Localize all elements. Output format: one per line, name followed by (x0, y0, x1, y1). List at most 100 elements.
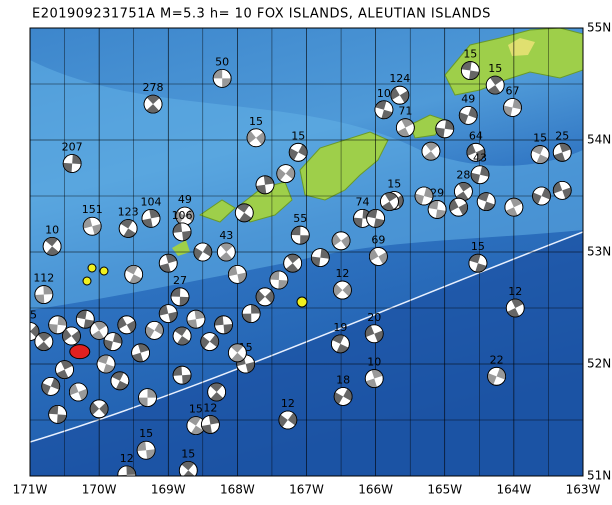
trench-line (30, 231, 583, 443)
lat-tick-label: 54N (587, 133, 611, 147)
ball-quadrant (83, 217, 102, 235)
focal-mechanism (117, 315, 137, 335)
focal-mechanism (466, 142, 486, 162)
focal-mechanism (117, 465, 137, 476)
depth-label: 15 (471, 240, 485, 253)
lon-tick-label: 171W (13, 483, 48, 497)
ball-rim (241, 304, 261, 324)
depth-label: 49 (461, 92, 475, 105)
depth-label: 15 (387, 177, 401, 190)
ball-rim (390, 85, 410, 105)
focal-mechanism (330, 334, 350, 354)
focal-mechanism (82, 216, 102, 236)
ball-rim (333, 387, 353, 406)
ball-quadrant (45, 237, 60, 256)
depth-label: 64 (469, 129, 483, 142)
ball-quadrant (236, 203, 252, 222)
ball-rim (449, 197, 468, 217)
ball-quadrant (269, 270, 288, 289)
ball-rim (374, 100, 394, 120)
ball-quadrant (91, 321, 107, 340)
ball-rim (170, 287, 190, 307)
ball-quadrant (466, 144, 485, 161)
depth-label: 12 (508, 285, 522, 298)
ball-quadrant (201, 415, 220, 434)
focal-mechanism (505, 298, 525, 318)
depth-label: 71 (398, 105, 412, 118)
lon-tick-label: 163W (566, 483, 601, 497)
depth-label: 67 (505, 85, 519, 98)
ball-rim (278, 410, 298, 430)
ball-rim (117, 315, 137, 335)
focal-mechanism (89, 320, 109, 340)
focal-mechanism (75, 309, 95, 329)
depth-label: 15 (181, 447, 195, 460)
ball-rim (487, 366, 506, 386)
ball-quadrant (276, 166, 295, 181)
ball-rim (124, 264, 144, 284)
ball-rim (131, 343, 151, 363)
depth-label: 15 (189, 403, 203, 416)
ball-quadrant (219, 243, 234, 261)
focal-mechanism (476, 192, 496, 212)
focal-mechanism (48, 404, 68, 424)
ball-rim (55, 360, 74, 380)
ball-rim (42, 236, 62, 256)
ball-quadrant (37, 332, 51, 351)
depth-label: 104 (140, 195, 161, 208)
ball-quadrant (256, 175, 274, 194)
ball-quadrant (428, 200, 447, 219)
ball-rim (333, 280, 352, 300)
ball-quadrant (469, 254, 487, 273)
ball-rim (34, 285, 54, 304)
ball-quadrant (289, 144, 308, 161)
focal-mechanism (421, 141, 441, 161)
depth-label: 49 (178, 193, 192, 206)
focal-mechanism (55, 360, 74, 380)
ball-rim (158, 253, 178, 273)
ball-quadrant (171, 287, 189, 306)
ball-quadrant (366, 209, 385, 228)
focal-mechanism (145, 320, 164, 340)
ball-rim (485, 75, 505, 95)
ball-quadrant (353, 209, 372, 228)
ball-quadrant (369, 248, 388, 265)
ball-quadrant (461, 61, 480, 80)
focal-mechanism (227, 343, 247, 363)
focal-mechanism (380, 192, 399, 212)
lon-tick-label: 164W (496, 483, 531, 497)
lon-tick-label: 165W (427, 483, 462, 497)
ball-quadrant (334, 388, 353, 405)
focal-mechanism (34, 285, 54, 304)
focal-mechanism (246, 128, 266, 148)
ball-quadrant (174, 327, 190, 345)
ball-quadrant (532, 187, 551, 205)
ball-rim (552, 142, 572, 162)
ball-quadrant (159, 304, 178, 323)
ball-quadrant (30, 325, 39, 338)
focal-mechanism (212, 69, 232, 88)
ball-quadrant (242, 304, 261, 323)
ball-rim (364, 324, 384, 344)
ball-rim (504, 197, 524, 217)
ball-quadrant (146, 95, 160, 114)
focal-mechanism (454, 182, 473, 201)
depth-label: 124 (389, 72, 410, 85)
focal-mechanism (48, 315, 68, 335)
lat-tick-label: 55N (587, 21, 611, 35)
ball-rim (118, 219, 138, 238)
depth-label: 18 (336, 373, 350, 386)
ball-rim (395, 118, 415, 138)
ball-rim (201, 415, 220, 434)
ball-quadrant (455, 182, 471, 201)
focal-mechanism (241, 304, 261, 324)
depth-label: 15 (463, 48, 477, 61)
ball-quadrant (187, 310, 205, 329)
ball-quadrant (365, 325, 384, 343)
depth-label: 106 (172, 209, 193, 222)
focal-mechanism (532, 186, 551, 206)
focal-mechanism (89, 399, 109, 419)
lat-tick-label: 51N (587, 469, 611, 483)
focal-mechanism (207, 382, 227, 402)
